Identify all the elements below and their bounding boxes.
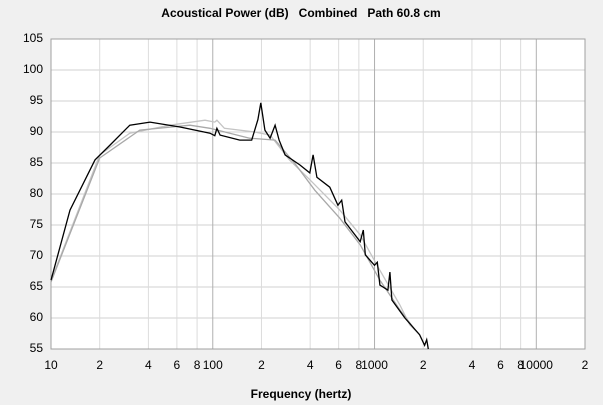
x-tick-label: 4 xyxy=(145,358,152,372)
y-tick-label: 70 xyxy=(30,248,44,262)
chart-title: Acoustical Power (dB) Combined Path 60.8… xyxy=(161,6,440,20)
x-tick-label: 6 xyxy=(174,358,181,372)
y-tick-label: 100 xyxy=(23,62,43,76)
y-tick-label: 90 xyxy=(30,124,44,138)
y-tick-label: 75 xyxy=(30,217,44,231)
x-tick-label: 100 xyxy=(203,358,223,372)
series-line xyxy=(50,124,416,331)
y-tick-label: 65 xyxy=(30,279,44,293)
y-tick-label: 60 xyxy=(30,310,44,324)
x-tick-label: 2 xyxy=(258,358,265,372)
x-tick-label: 8 xyxy=(517,358,524,372)
y-tick-label: 95 xyxy=(30,93,44,107)
x-tick-label: 4 xyxy=(307,358,314,372)
x-tick-label: 6 xyxy=(335,358,342,372)
y-tick-label: 80 xyxy=(30,186,44,200)
x-tick-label: 6 xyxy=(497,358,504,372)
x-tick-label: 8 xyxy=(194,358,201,372)
x-tick-label: 2 xyxy=(420,358,427,372)
plot-frame xyxy=(50,38,586,350)
x-tick-label: 2 xyxy=(582,358,589,372)
series-line xyxy=(50,119,421,336)
y-tick-label: 105 xyxy=(23,31,43,45)
x-tick-label: 4 xyxy=(469,358,476,372)
y-tick-label: 55 xyxy=(30,341,44,355)
x-axis-label: Frequency (hertz) xyxy=(251,387,352,401)
y-tick-label: 85 xyxy=(30,155,44,169)
x-tick-label: 1000 xyxy=(361,358,388,372)
x-tick-label: 2 xyxy=(96,358,103,372)
series-line xyxy=(50,102,429,350)
x-tick-label: 8 xyxy=(356,358,363,372)
x-tick-label: 10 xyxy=(44,358,58,372)
x-tick-label: 10000 xyxy=(520,358,554,372)
